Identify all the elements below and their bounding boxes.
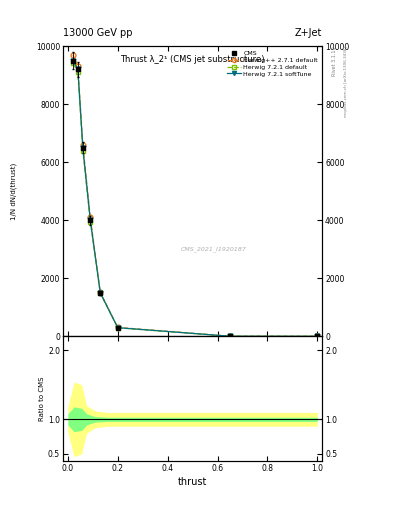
Text: Thrust λ_2¹ (CMS jet substructure): Thrust λ_2¹ (CMS jet substructure)	[120, 55, 265, 64]
Legend: CMS, Herwig++ 2.7.1 default, Herwig 7.2.1 default, Herwig 7.2.1 softTune: CMS, Herwig++ 2.7.1 default, Herwig 7.2.…	[226, 49, 319, 78]
Text: 1/N dN/d(thrust): 1/N dN/d(thrust)	[10, 163, 17, 220]
Text: CMS_2021_I1920187: CMS_2021_I1920187	[180, 246, 246, 252]
Text: Rivet 3.1.10: Rivet 3.1.10	[332, 46, 337, 76]
Text: mcplots.cern.ch [arXiv:1306.3436]: mcplots.cern.ch [arXiv:1306.3436]	[344, 46, 348, 117]
Text: 13000 GeV pp: 13000 GeV pp	[63, 28, 132, 38]
Text: Z+Jet: Z+Jet	[295, 28, 322, 38]
X-axis label: thrust: thrust	[178, 477, 207, 487]
Y-axis label: Ratio to CMS: Ratio to CMS	[39, 376, 45, 421]
